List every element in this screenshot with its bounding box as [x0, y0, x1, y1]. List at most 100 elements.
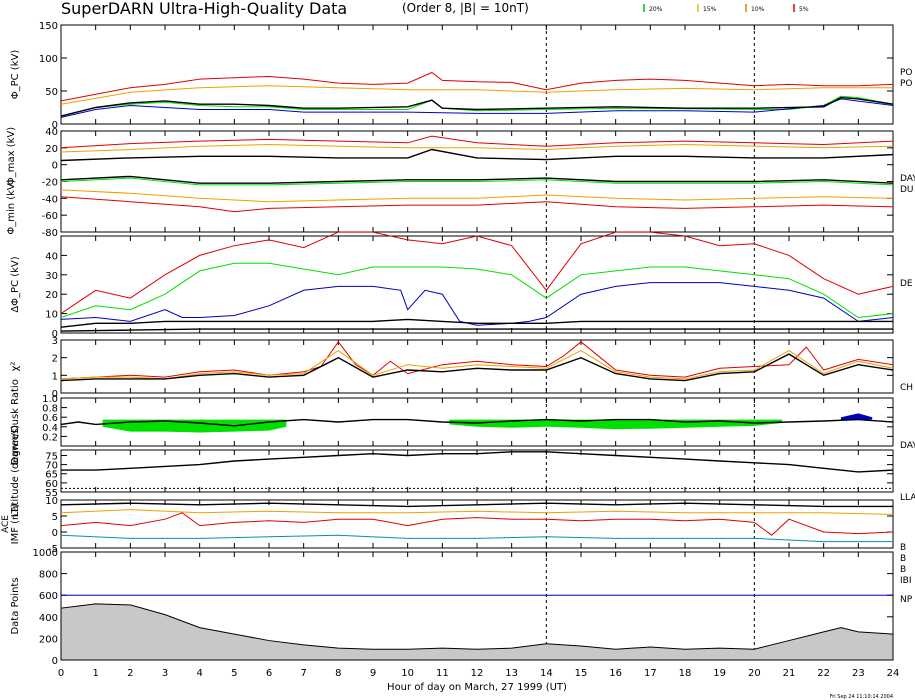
xtick-label: 22 [817, 668, 830, 679]
ylabel: Φ_max (kV) [6, 127, 17, 185]
ytick-label: 60 [45, 479, 58, 490]
ytick-label: 0.6 [42, 413, 58, 424]
series-1 [60, 143, 894, 153]
ytick-label: 65 [45, 470, 58, 481]
series-1 [60, 85, 893, 105]
xtick-label: 5 [231, 668, 237, 679]
right-label: B [900, 543, 906, 553]
xtick-label: 16 [609, 668, 622, 679]
ytick-label: 0 [52, 389, 58, 400]
xtick-label: 8 [335, 668, 341, 679]
series-3 [60, 175, 894, 184]
ytick-label: 50 [45, 87, 58, 98]
xtick-label: 0 [58, 668, 64, 679]
ytick-label: 20 [45, 290, 58, 301]
right-label: LLA [900, 493, 915, 503]
series-0 [60, 502, 893, 508]
ytick-label: 800 [39, 570, 58, 581]
ytick-label: -80 [42, 228, 58, 239]
ylabel: IMF (nT) [10, 504, 21, 545]
ytick-label: 40 [45, 127, 58, 138]
ytick-label: 600 [39, 591, 58, 602]
ytick-label: 0.2 [42, 432, 58, 443]
ytick-label: 40 [45, 251, 58, 262]
right-label: DE [900, 279, 913, 289]
panel-frame [60, 339, 894, 394]
series-2 [60, 353, 894, 382]
series-3 [60, 534, 893, 543]
series-0 [60, 418, 894, 427]
ylabel: Dawn/Dusk Ratio [10, 379, 21, 465]
ytick-label: 30 [45, 271, 58, 282]
ylabel: Latitude (degrees) [10, 425, 21, 517]
right-label: DAY [900, 174, 915, 184]
xtick-label: 19 [713, 668, 726, 679]
xtick-label: 12 [471, 668, 484, 679]
series-0 [61, 451, 894, 473]
series-2 [60, 148, 894, 162]
series-1 [60, 262, 894, 319]
series-1 [60, 509, 894, 515]
data-points-area [60, 603, 894, 661]
series-5 [60, 189, 894, 203]
series-2 [60, 512, 894, 536]
series-6 [60, 196, 894, 213]
xtick-label: 10 [401, 668, 414, 679]
ylabel: ACE [1, 515, 11, 533]
right-label: PO [900, 68, 913, 78]
series-0 [60, 231, 894, 315]
legend-label-1: 15% [703, 6, 717, 13]
ytick-label: 1.0 [42, 394, 58, 405]
ytick-label: -40 [42, 194, 58, 205]
xtick-label: 9 [370, 668, 376, 679]
ytick-label: -60 [42, 211, 58, 222]
right-label: CH [900, 383, 913, 393]
xtick-label: 14 [540, 668, 553, 679]
series-0 [60, 340, 894, 380]
xtick-label: 24 [887, 668, 900, 679]
series-0 [60, 71, 894, 102]
ylabel: χ² [10, 362, 21, 372]
chart-title: SuperDARN Ultra-High-Quality Data [61, 0, 347, 18]
panel-ratio: 0.20.40.60.81.0 Dawn/Dusk Ratio DAY [10, 379, 915, 465]
ytick-label: 0.4 [42, 423, 58, 434]
ytick-label: 1000 [33, 548, 58, 559]
ylabel: Data Points [10, 577, 21, 634]
panel-data_points: 0 200 400 600 800 1000 Data Points NP [10, 548, 913, 667]
xtick-label: 20 [748, 668, 761, 679]
ytick-label: 1 [52, 371, 58, 382]
ytick-label: 150 [39, 21, 58, 32]
legend-label-0: 20% [649, 6, 663, 13]
panel-phi_max_min: 40 20 0 -20 -40 -60 -80 Φ_max (kV)Φ_min (kV) DAY… [6, 127, 915, 239]
ytick-label: 0.8 [42, 404, 58, 415]
ytick-label: 0 [52, 161, 58, 172]
ytick-label: 20 [45, 144, 58, 155]
ytick-label: 2 [52, 354, 58, 365]
ylabel: ΔΦ_PC (kV) [10, 256, 21, 312]
ytick-label: 200 [39, 634, 58, 645]
legend-label-3: 5% [799, 6, 809, 13]
ytick-label: 3 [52, 336, 58, 347]
right-label: DAY [900, 441, 915, 451]
ytick-label: 0 [52, 120, 58, 131]
xtick-label: 3 [162, 668, 168, 679]
xtick-label: 21 [783, 668, 796, 679]
right-label: B [900, 554, 906, 564]
series-4 [60, 96, 894, 117]
ytick-label: 0 [52, 528, 58, 539]
ytick-label: 100 [39, 54, 58, 65]
right-label: DU [900, 185, 914, 195]
series-0 [60, 135, 894, 149]
ytick-label: 10 [45, 496, 58, 507]
timestamp: Fri Sep 24 11:10:14 2004 [830, 694, 893, 700]
xtick-label: 18 [679, 668, 692, 679]
fill-area-2 [841, 413, 873, 420]
chart-subtitle: (Order 8, |B| = 10nT) [402, 1, 529, 15]
ytick-label: 400 [39, 613, 58, 624]
series-4 [60, 177, 894, 186]
ytick-label: -20 [42, 178, 58, 189]
panel-chi2: 0 1 2 3 χ² CH [10, 336, 913, 400]
series-1 [60, 349, 894, 380]
